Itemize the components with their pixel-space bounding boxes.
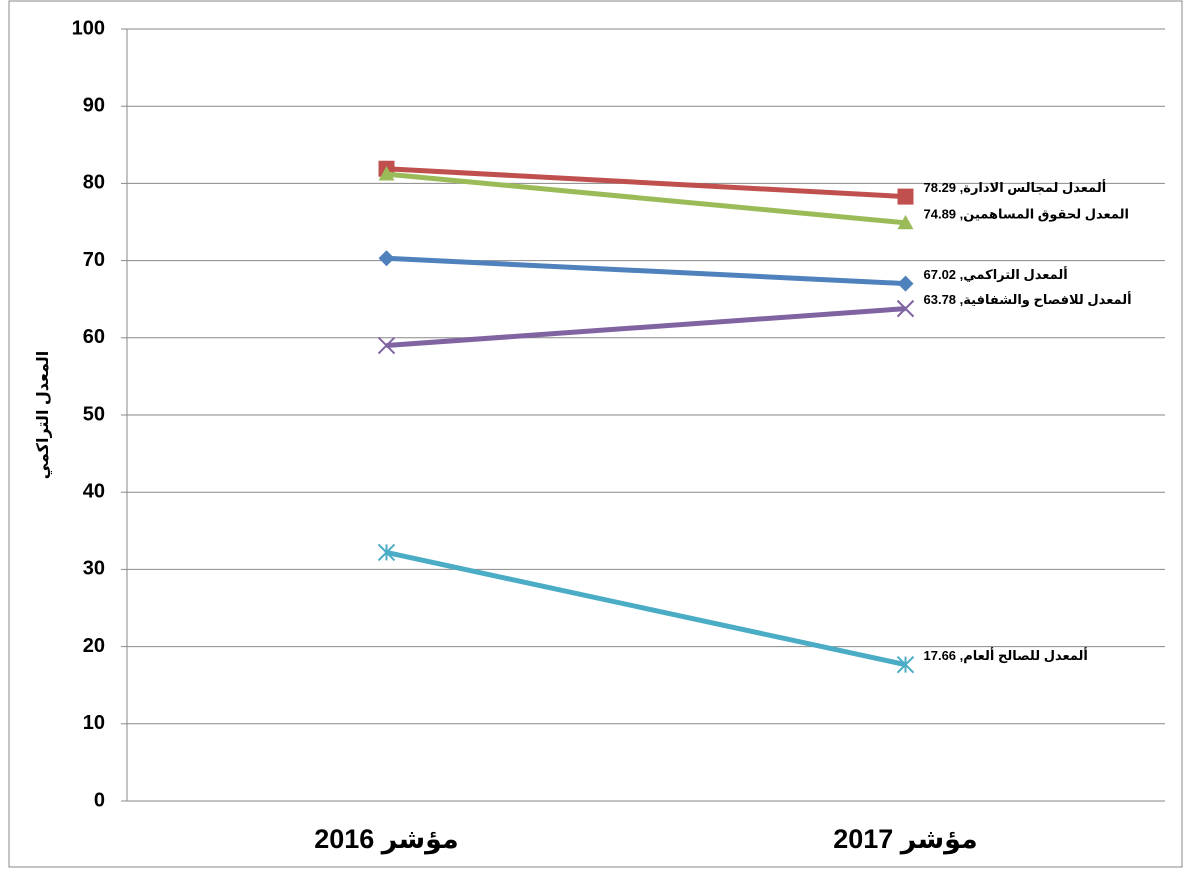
y-tick-label: 10 bbox=[83, 712, 105, 734]
data-label: ألمعدل لمجالس الادارة, 78.29 bbox=[924, 179, 1107, 195]
marker bbox=[896, 299, 915, 318]
y-tick-label: 20 bbox=[83, 635, 105, 657]
marker bbox=[896, 655, 915, 674]
data-label: ألمعدل التراكمي, 67.02 bbox=[924, 266, 1068, 282]
data-label: المعدل لحقوق المساهمين, 74.89 bbox=[924, 206, 1129, 221]
marker bbox=[897, 214, 914, 230]
marker bbox=[378, 250, 395, 267]
y-axis-label: المعدل التراكمي bbox=[35, 351, 53, 480]
series-line bbox=[386, 306, 906, 349]
y-tick-label: 70 bbox=[83, 249, 105, 271]
x-tick-label: مؤشر 2017 bbox=[833, 824, 978, 855]
data-label: ألمعدل للافصاح والشفافية, 63.78 bbox=[924, 291, 1132, 307]
y-tick-label: 90 bbox=[83, 94, 105, 116]
y-tick-label: 80 bbox=[83, 172, 105, 194]
y-tick-label: 0 bbox=[94, 789, 105, 811]
data-label: ألمعدل للصالح ألعام, 17.66 bbox=[924, 647, 1088, 664]
series-line bbox=[385, 549, 907, 668]
marker bbox=[377, 336, 396, 355]
marker bbox=[378, 166, 395, 181]
y-tick-label: 40 bbox=[83, 480, 105, 502]
y-tick-label: 30 bbox=[83, 558, 105, 580]
y-tick-label: 60 bbox=[83, 326, 105, 348]
y-tick-label: 100 bbox=[72, 17, 105, 39]
y-tick-label: 50 bbox=[83, 403, 105, 425]
series-line bbox=[386, 166, 906, 200]
x-tick-label: مؤشر 2016 bbox=[314, 824, 459, 855]
marker bbox=[897, 188, 914, 205]
series-line bbox=[386, 255, 906, 287]
chart-frame bbox=[8, 0, 1183, 868]
series-line bbox=[386, 171, 906, 226]
marker bbox=[897, 275, 914, 292]
marker bbox=[377, 543, 396, 562]
